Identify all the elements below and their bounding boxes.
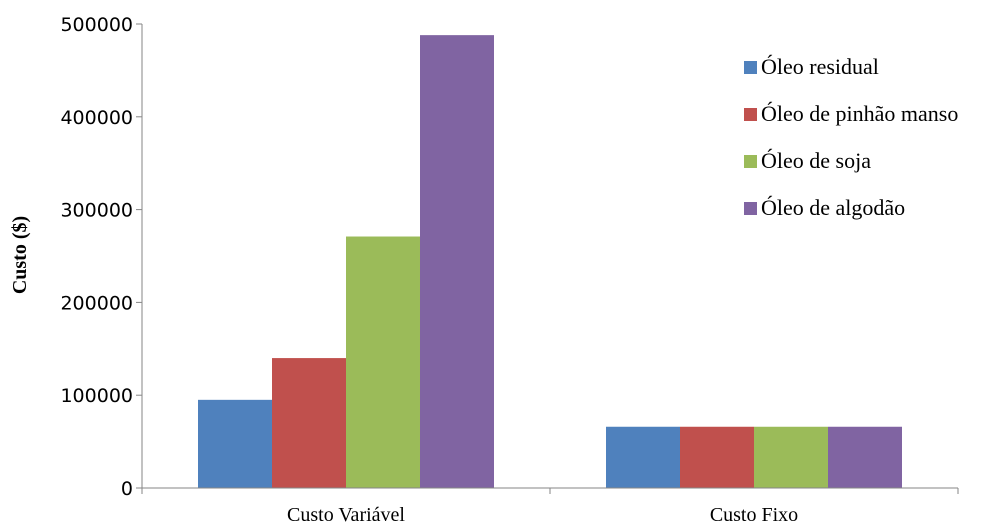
y-axis-title: Custo ($)	[9, 216, 31, 294]
legend-label: Óleo de soja	[761, 148, 871, 173]
y-tick-label: 0	[121, 478, 133, 500]
bar-1-4	[420, 35, 494, 489]
y-axis: 0 100000 200000 300000 400000 500000	[60, 14, 143, 500]
bar-2-2	[680, 426, 754, 488]
legend-swatch	[744, 61, 757, 74]
plot-area	[198, 35, 902, 489]
legend-swatch	[744, 108, 757, 121]
x-axis: Custo Variável Custo Fixo	[141, 487, 959, 526]
y-tick-label: 400000	[60, 107, 133, 129]
bar-1-3	[346, 236, 420, 488]
legend-swatch	[744, 155, 757, 168]
legend: Óleo residual Óleo de pinhão manso Óleo de…	[744, 54, 958, 220]
y-tick-label: 100000	[60, 385, 133, 407]
bar-1-1	[198, 399, 272, 488]
y-tick-label: 200000	[60, 292, 133, 314]
bar-1-2	[272, 358, 346, 488]
legend-label: Óleo de algodão	[761, 195, 905, 220]
y-tick-label: 500000	[60, 14, 133, 36]
bar-2-1	[606, 426, 680, 488]
y-tick-label: 300000	[60, 200, 133, 222]
x-category-label: Custo Variável	[287, 504, 405, 526]
x-category-label: Custo Fixo	[710, 504, 798, 526]
legend-label: Óleo residual	[761, 54, 879, 79]
bar-2-3	[754, 426, 828, 488]
legend-label: Óleo de pinhão manso	[761, 101, 958, 126]
bar-2-4	[828, 426, 902, 488]
legend-swatch	[744, 202, 757, 215]
